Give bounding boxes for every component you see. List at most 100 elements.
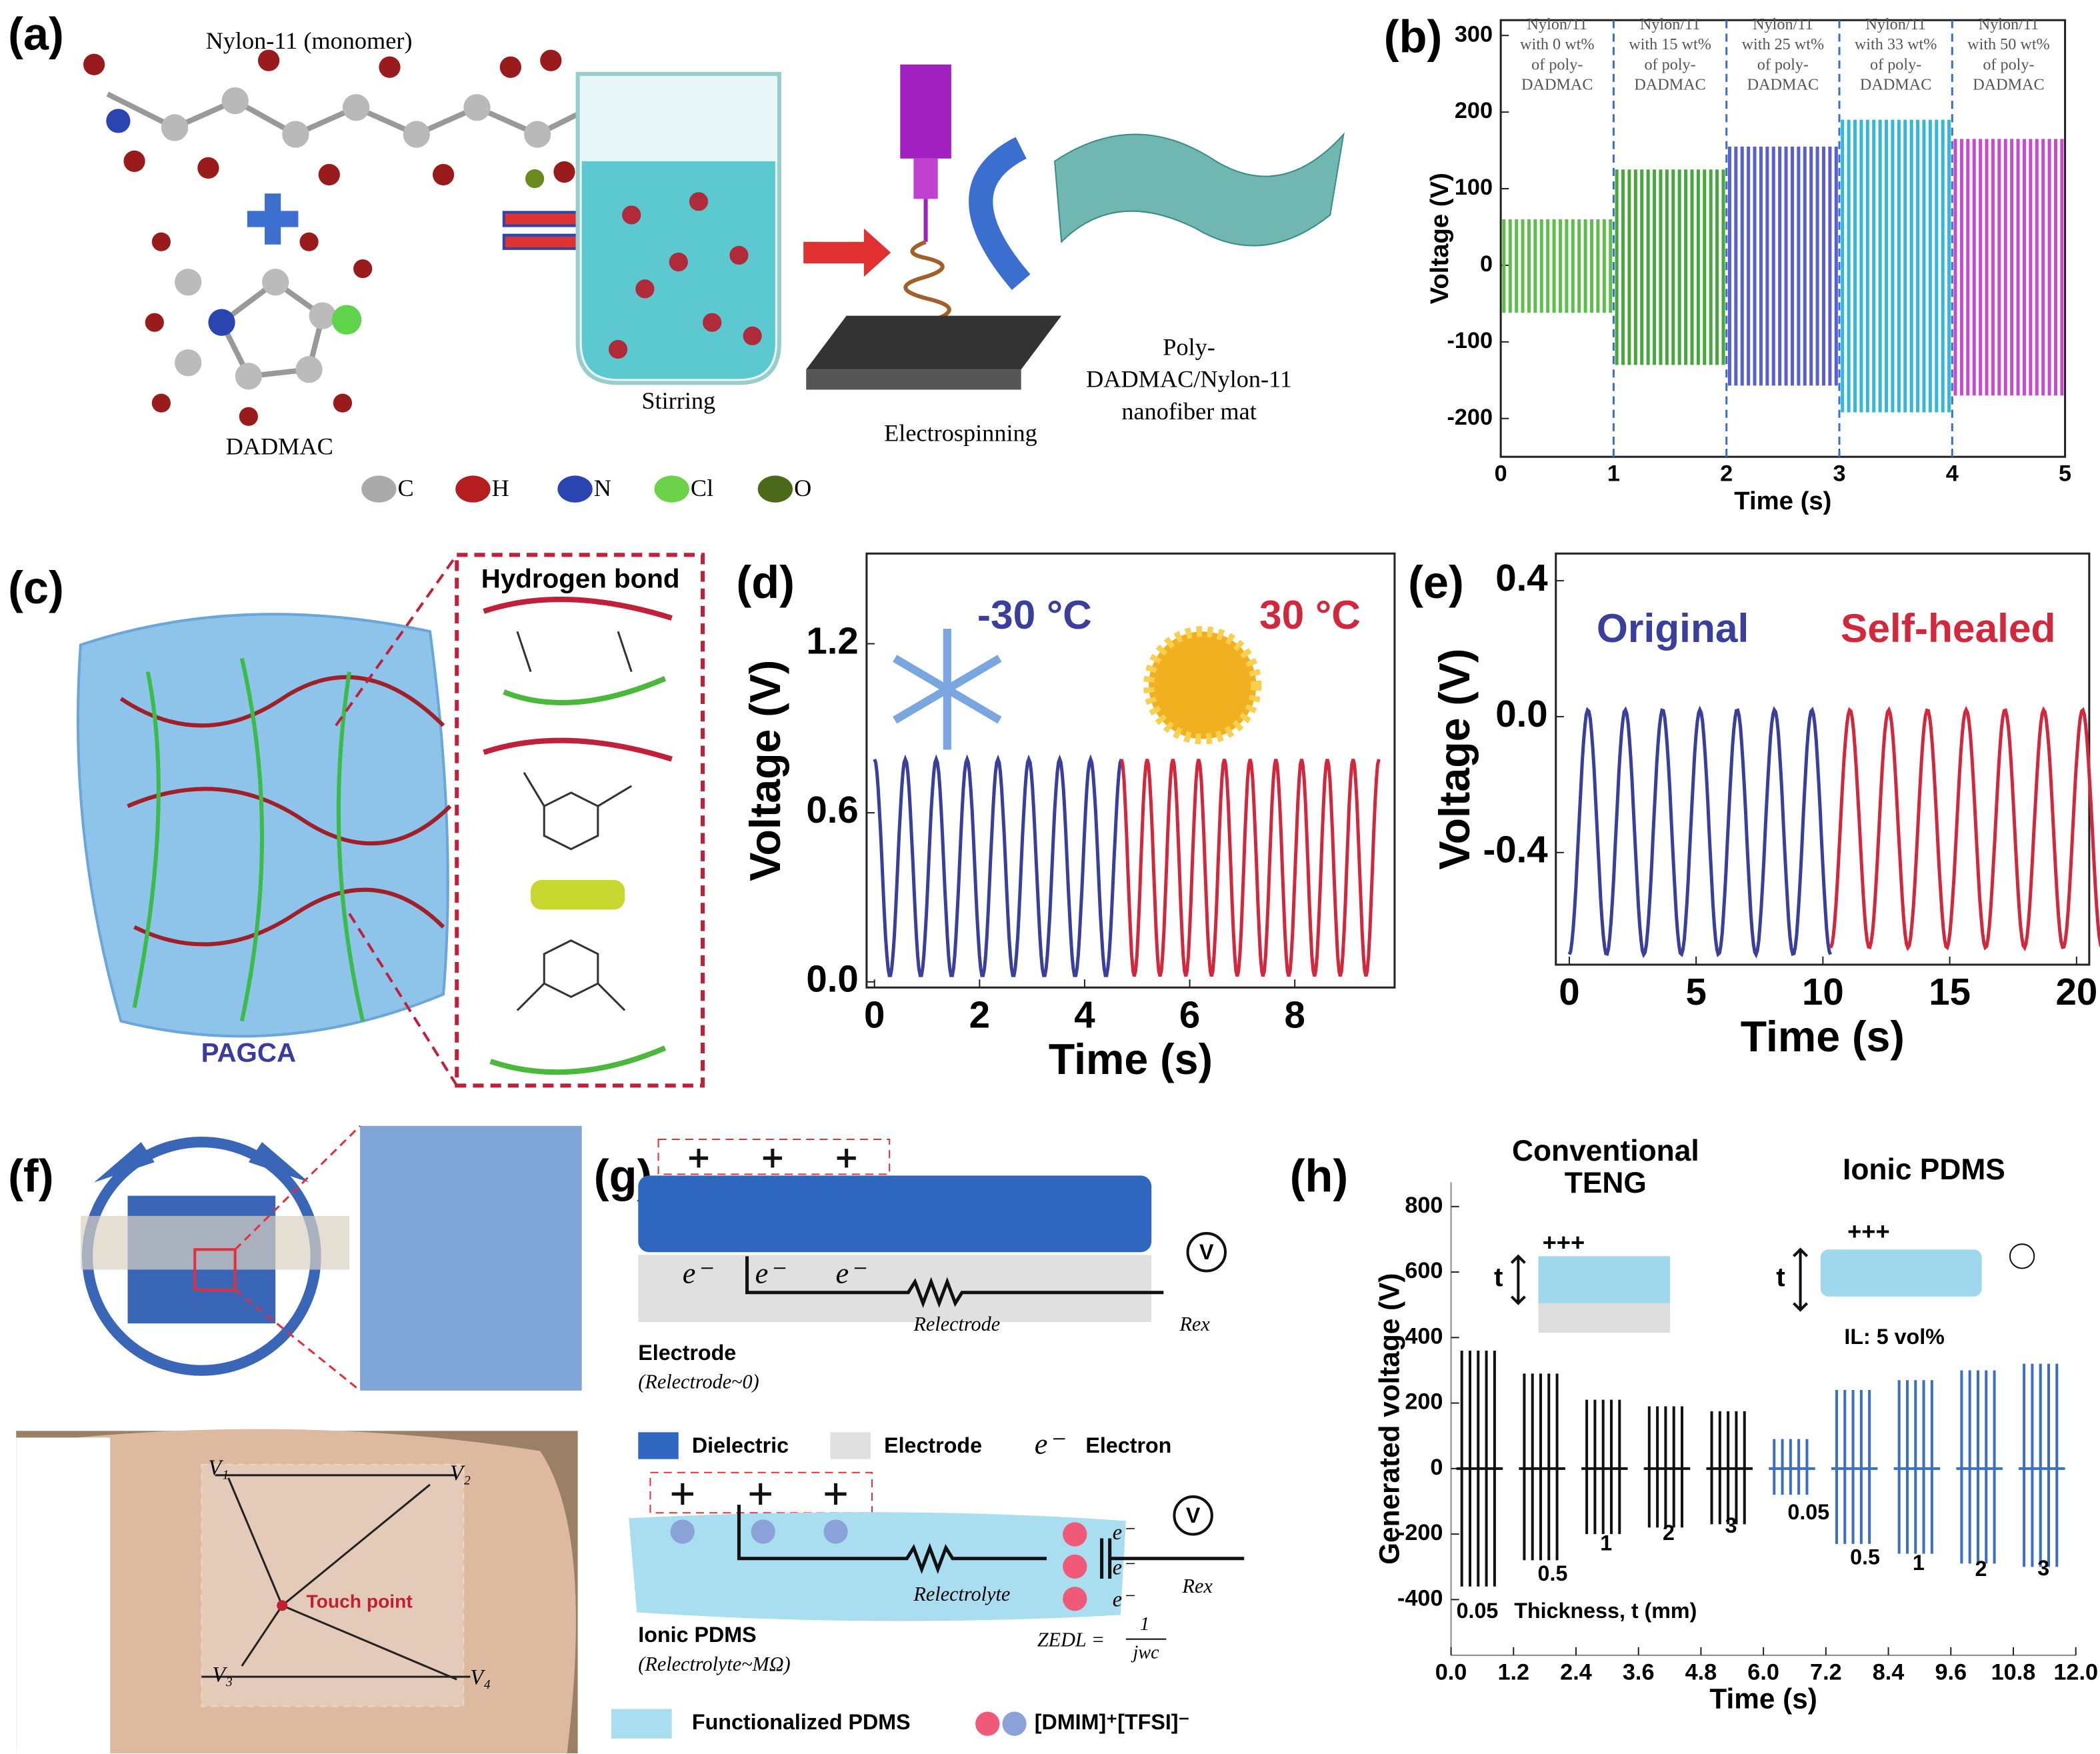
resistor-label: Rex — [1182, 1575, 1213, 1597]
x-tick-label: 0.0 — [1435, 1659, 1467, 1685]
thickness-label: 3 — [2037, 1556, 2049, 1580]
x-tick-label: 8.4 — [1873, 1659, 1905, 1685]
y-tick-label: -200 — [1447, 405, 1493, 430]
voltage-wave — [873, 754, 1123, 977]
voltmeter-label: V — [1199, 1240, 1214, 1264]
y-tick-label: 200 — [1405, 1389, 1443, 1415]
electrospinning-setup — [806, 64, 1062, 390]
impedance-label: 1 — [1140, 1614, 1149, 1635]
panel-f: Touch point V₁ V₂ V₃ V₄ — [16, 1125, 582, 1753]
segment-label: of poly- — [1870, 55, 1921, 73]
y-tick-label: -0.4 — [1483, 829, 1548, 871]
x-axis-label: Time (s) — [1734, 487, 1831, 515]
inset-note: IL: 5 vol% — [1844, 1325, 1944, 1349]
chart: 0 1 2 3 4 5 -200 -100 0 100 200 300 Time (s) Voltage … — [1425, 15, 2071, 515]
thickness-label: 1 — [1600, 1531, 1612, 1555]
segment-label: Nylon/11 — [1527, 15, 1587, 33]
y-tick-label: 0 — [1480, 251, 1493, 277]
chart: 0.0 1.2 2.4 3.6 4.8 6.0 7.2 8.4 9.6 10.8 12.0 -400 -… — [1374, 1135, 2098, 1715]
x-tick-label: 1.2 — [1497, 1659, 1529, 1685]
arrow — [803, 228, 891, 277]
thickness-symbol: t — [1494, 1262, 1503, 1292]
panel-labels: (a) (b) (c) (d) (e) (f) (g) (h) — [8, 9, 1464, 1202]
impedance-label: jwc — [1131, 1642, 1160, 1663]
panel-label: (h) — [1290, 1151, 1349, 1202]
resistor-label: Relectrode — [913, 1313, 1000, 1335]
charge-label: +++ — [1543, 1229, 1585, 1256]
segment-label: Nylon/11 — [1753, 15, 1813, 33]
x-tick-label: 10.8 — [1991, 1659, 2036, 1685]
dadmac-molecule — [145, 232, 373, 426]
plot-frame — [865, 552, 1396, 989]
beaker — [575, 71, 781, 385]
segment-label: Nylon/11 — [1640, 15, 1700, 33]
x-tick-label: 8 — [1285, 993, 1305, 1035]
x-tick-label: 6 — [1179, 993, 1200, 1035]
x-tick-label: 1 — [1607, 461, 1620, 487]
y-axis-label: Generated voltage (V) — [1374, 1273, 1405, 1565]
electron-symbol: e⁻ — [683, 1257, 714, 1290]
inset-heading: Ionic PDMS — [1843, 1153, 2005, 1186]
touch-label: Touch point — [307, 1591, 413, 1612]
segment-label: with 50 wt% — [1967, 35, 2050, 53]
legend-label: [DMIM]⁺[TFSI]⁻ — [1035, 1710, 1190, 1734]
segment-label: Nylon/11 — [1979, 15, 2039, 33]
voltage-spikes — [1893, 1380, 1941, 1554]
inset-heading: TENG — [1565, 1167, 1647, 1199]
y-tick-label: -200 — [1397, 1520, 1443, 1545]
plot-frame — [1499, 19, 2067, 458]
x-tick-label: 0 — [1495, 461, 1507, 487]
voltmeter-label: V — [1186, 1503, 1201, 1527]
y-tick-label: 800 — [1405, 1193, 1443, 1218]
y-tick-label: 600 — [1405, 1258, 1443, 1283]
monomer-molecule — [83, 49, 605, 189]
electrode-label: Electrode — [638, 1341, 736, 1365]
electron-symbol: e⁻ — [1113, 1520, 1135, 1544]
voltage-spikes — [2019, 1363, 2065, 1567]
series-label: Original — [1597, 605, 1749, 651]
electron-symbol: e⁻ — [1113, 1587, 1135, 1611]
thickness-label: 2 — [1975, 1557, 1987, 1581]
segment-label: of poly- — [1983, 55, 2034, 73]
panel-label: (e) — [1408, 557, 1464, 608]
thickness-label: 0.5 — [1538, 1561, 1568, 1585]
thickness-label: 0.05 — [1787, 1500, 1829, 1524]
y-tick-label: -100 — [1447, 328, 1493, 353]
node-label: V₁ — [208, 1455, 229, 1479]
chart: 0 5 10 15 20 -0.4 0.0 0.4 Time (s) Voltage (V) Ori… — [1431, 552, 2100, 1061]
panel-label: (b) — [1384, 11, 1443, 63]
x-tick-label: 9.6 — [1935, 1659, 1967, 1685]
series-label: 30 °C — [1259, 592, 1361, 637]
y-axis-label: Voltage (V) — [1425, 173, 1454, 304]
x-axis-label: Time (s) — [1049, 1035, 1213, 1083]
y-axis-label: Voltage (V) — [1431, 649, 1479, 870]
salt-label: DADMAC — [226, 433, 333, 459]
electrode-note: (Relectrode~0) — [638, 1371, 759, 1393]
segment-label: with 33 wt% — [1855, 35, 1937, 53]
step-label: Electrospinning — [884, 419, 1037, 446]
x-tick-label: 10 — [1802, 971, 1844, 1013]
x-tick-label: 7.2 — [1810, 1659, 1842, 1685]
legend-label: O — [794, 475, 811, 501]
y-tick-label: 0.4 — [1495, 557, 1548, 599]
x-tick-label: 3.6 — [1623, 1659, 1655, 1685]
voltage-spikes — [1956, 1370, 2003, 1564]
x-tick-label: 6.0 — [1747, 1659, 1779, 1685]
nanofiber-mat — [1054, 132, 1345, 247]
x-tick-label: 20 — [2055, 971, 2097, 1013]
segment-label: Nylon/11 — [1865, 15, 1925, 33]
segment-label: DADMAC — [1521, 76, 1593, 94]
legend-label: Dielectric — [692, 1433, 789, 1457]
legend-label: Electrode — [884, 1433, 982, 1457]
panel-label: (c) — [8, 562, 64, 613]
x-axis-label: Time (s) — [1709, 1683, 1817, 1715]
panel-label: (d) — [736, 557, 795, 608]
segment-label: of poly- — [1644, 55, 1695, 73]
node-label: V₂ — [450, 1461, 471, 1485]
x-tick-label: 5 — [2059, 461, 2071, 487]
equals-icon — [502, 211, 579, 250]
y-tick-label: 0.0 — [1495, 693, 1547, 735]
segment-label: with 15 wt% — [1629, 35, 1711, 53]
thickness-symbol: t — [1776, 1262, 1785, 1292]
